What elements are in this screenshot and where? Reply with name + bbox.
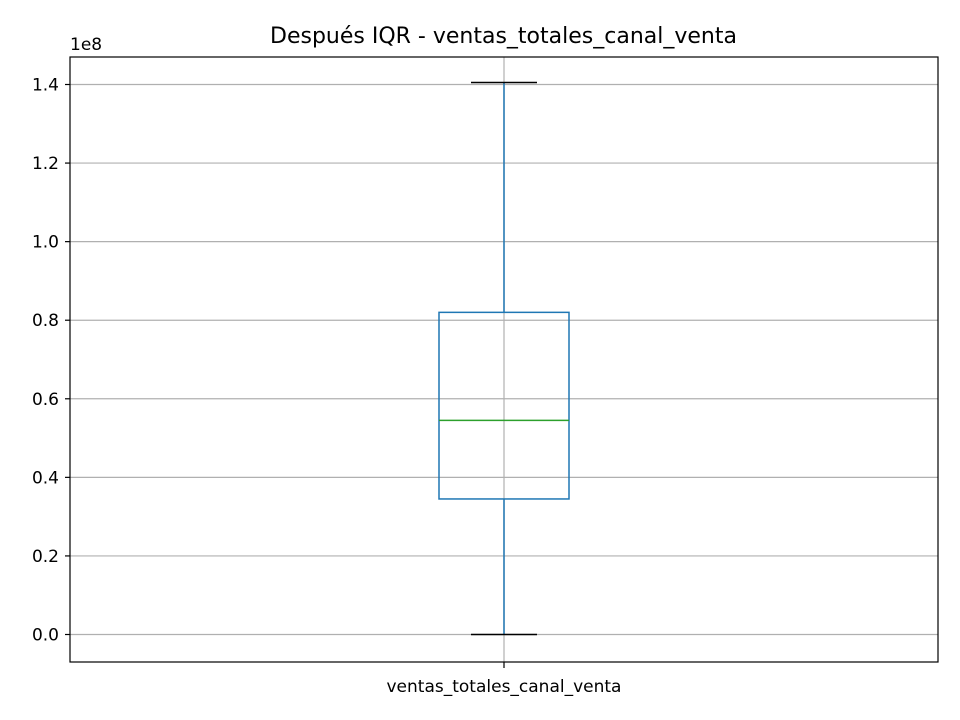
iqr-box [438,311,570,500]
y-tick-label: 0.4 [32,468,59,488]
y-tick-label: 0.2 [32,547,59,567]
x-tick-label: ventas_totales_canal_venta [387,677,622,697]
y-offset-label: 1e8 [70,35,102,55]
y-tick-label: 1.0 [32,233,59,253]
y-tick-label: 0.6 [32,390,59,410]
y-tick-label: 1.4 [32,76,59,96]
y-tick-label: 0.8 [32,311,59,331]
y-tick-label: 1.2 [32,154,59,174]
plot-frame [69,56,939,663]
y-tick-label: 0.0 [32,626,59,646]
axis-layer: 0.0 0.2 0.4 0.6 0.8 1.0 1.2 1.4 ventas_totales_c… [32,76,622,698]
chart-title: Después IQR - ventas_totales_canal_venta [270,24,737,49]
box-layer [438,81,570,636]
